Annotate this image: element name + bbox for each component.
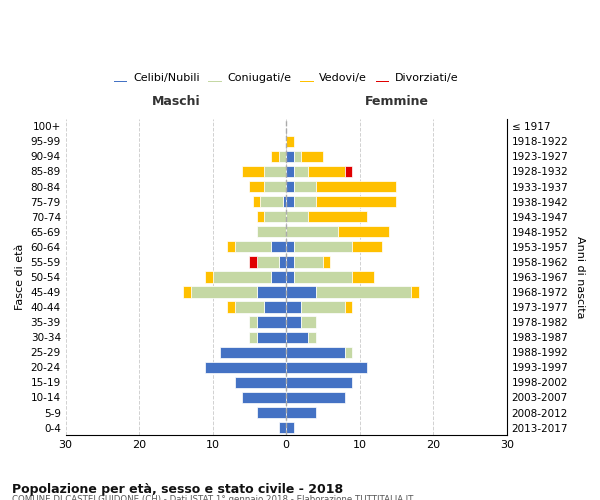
Bar <box>293 256 323 268</box>
Bar <box>345 302 352 312</box>
Bar <box>352 241 382 252</box>
Bar <box>286 151 293 162</box>
Bar <box>301 316 316 328</box>
Bar <box>283 196 286 207</box>
Bar <box>250 181 264 192</box>
Bar <box>279 256 286 268</box>
Bar <box>293 151 301 162</box>
Bar <box>286 256 293 268</box>
Bar <box>293 196 316 207</box>
Bar <box>345 166 352 177</box>
Bar <box>286 302 301 312</box>
Bar <box>286 196 293 207</box>
Bar <box>271 151 279 162</box>
Bar <box>286 241 293 252</box>
Bar <box>253 196 260 207</box>
Bar <box>411 286 419 298</box>
Bar <box>352 272 374 282</box>
Y-axis label: Anni di nascita: Anni di nascita <box>575 236 585 318</box>
Bar <box>205 362 286 373</box>
Bar <box>242 166 264 177</box>
Bar <box>316 196 397 207</box>
Bar <box>293 181 316 192</box>
Bar <box>235 241 271 252</box>
Bar <box>286 316 301 328</box>
Bar <box>286 211 308 222</box>
Bar <box>286 166 293 177</box>
Bar <box>183 286 191 298</box>
Bar <box>257 407 286 418</box>
Bar <box>257 256 279 268</box>
Bar <box>286 272 293 282</box>
Bar <box>286 226 338 237</box>
Bar <box>293 241 352 252</box>
Bar <box>286 136 293 147</box>
Bar <box>227 241 235 252</box>
Bar <box>286 422 293 434</box>
Bar <box>235 377 286 388</box>
Bar <box>257 286 286 298</box>
Bar <box>279 151 286 162</box>
Bar <box>257 211 264 222</box>
Bar <box>242 392 286 403</box>
Bar <box>220 346 286 358</box>
Bar <box>205 272 212 282</box>
Bar <box>212 272 271 282</box>
Bar <box>257 226 286 237</box>
Bar <box>286 362 367 373</box>
Bar <box>279 422 286 434</box>
Bar <box>250 316 257 328</box>
Bar <box>286 377 352 388</box>
Bar <box>286 332 308 343</box>
Bar <box>191 286 257 298</box>
Bar <box>286 392 345 403</box>
Bar <box>264 302 286 312</box>
Text: COMUNE DI CASTELGUIDONE (CH) - Dati ISTAT 1° gennaio 2018 - Elaborazione TUTTITA: COMUNE DI CASTELGUIDONE (CH) - Dati ISTA… <box>12 495 413 500</box>
Bar <box>264 166 286 177</box>
Text: Popolazione per età, sesso e stato civile - 2018: Popolazione per età, sesso e stato civil… <box>12 482 343 496</box>
Bar <box>271 241 286 252</box>
Bar <box>257 316 286 328</box>
Bar <box>308 166 345 177</box>
Bar <box>257 332 286 343</box>
Bar <box>323 256 331 268</box>
Bar <box>286 407 316 418</box>
Bar <box>293 272 352 282</box>
Bar <box>338 226 389 237</box>
Bar <box>286 346 345 358</box>
Bar <box>293 166 308 177</box>
Bar <box>301 151 323 162</box>
Bar <box>308 332 316 343</box>
Text: Maschi: Maschi <box>152 95 200 108</box>
Bar <box>286 181 293 192</box>
Y-axis label: Fasce di età: Fasce di età <box>15 244 25 310</box>
Bar <box>345 346 352 358</box>
Bar <box>250 256 257 268</box>
Text: Femmine: Femmine <box>364 95 428 108</box>
Bar <box>286 286 316 298</box>
Bar <box>271 272 286 282</box>
Bar <box>227 302 235 312</box>
Bar <box>264 181 286 192</box>
Bar <box>316 181 397 192</box>
Bar <box>316 286 411 298</box>
Bar <box>260 196 283 207</box>
Legend: Celibi/Nubili, Coniugati/e, Vedovi/e, Divorziati/e: Celibi/Nubili, Coniugati/e, Vedovi/e, Di… <box>110 68 463 87</box>
Bar <box>301 302 345 312</box>
Bar <box>235 302 264 312</box>
Bar <box>308 211 367 222</box>
Bar <box>264 211 286 222</box>
Bar <box>250 332 257 343</box>
